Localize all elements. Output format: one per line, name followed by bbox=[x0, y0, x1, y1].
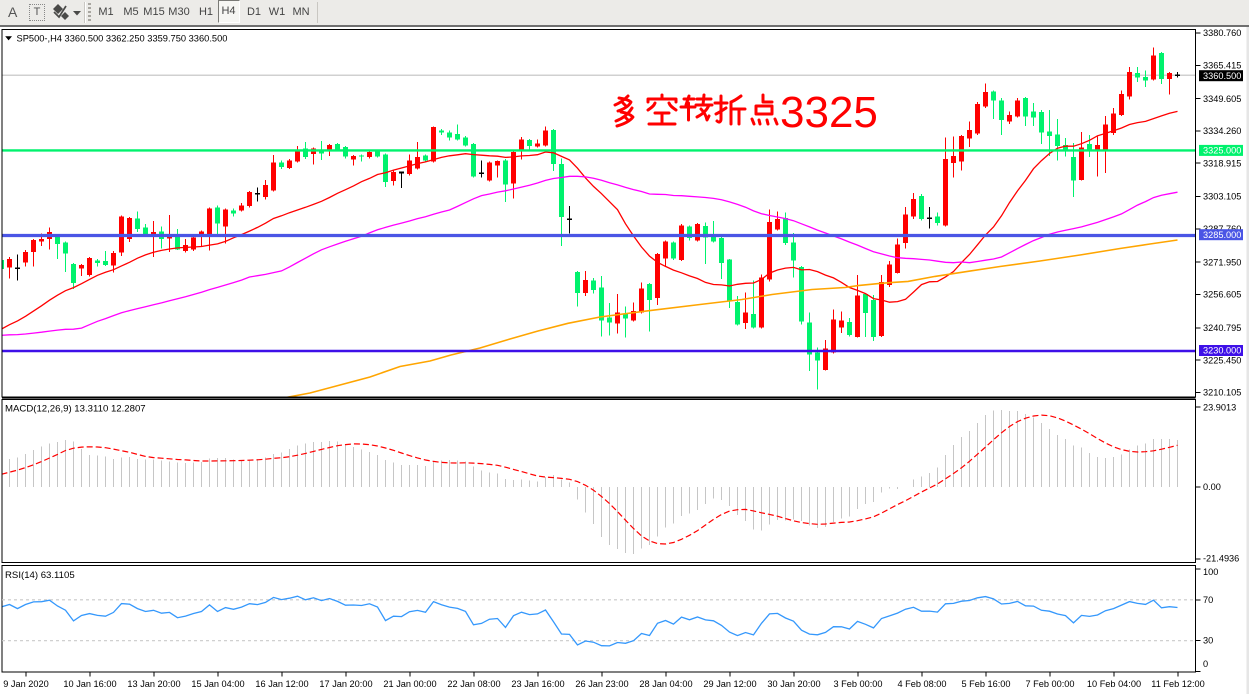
svg-text:3230.000: 3230.000 bbox=[1203, 346, 1241, 356]
svg-text:10 Jan 16:00: 10 Jan 16:00 bbox=[63, 679, 116, 689]
svg-text:5 Feb 16:00: 5 Feb 16:00 bbox=[961, 679, 1010, 689]
svg-text:3334.260: 3334.260 bbox=[1203, 126, 1241, 136]
svg-text:22 Jan 08:00: 22 Jan 08:00 bbox=[447, 679, 500, 689]
svg-text:7 Feb 00:00: 7 Feb 00:00 bbox=[1025, 679, 1074, 689]
svg-text:17 Jan 20:00: 17 Jan 20:00 bbox=[319, 679, 372, 689]
svg-text:70: 70 bbox=[1203, 595, 1213, 605]
svg-text:21 Jan 00:00: 21 Jan 00:00 bbox=[383, 679, 436, 689]
svg-text:11 Feb 12:00: 11 Feb 12:00 bbox=[1151, 679, 1204, 689]
svg-text:100: 100 bbox=[1203, 567, 1218, 577]
svg-text:3240.795: 3240.795 bbox=[1203, 323, 1241, 333]
svg-text:3325: 3325 bbox=[780, 88, 878, 137]
svg-text:10 Feb 04:00: 10 Feb 04:00 bbox=[1087, 679, 1141, 689]
svg-text:3256.605: 3256.605 bbox=[1203, 290, 1241, 300]
svg-text:9 Jan 2020: 9 Jan 2020 bbox=[3, 679, 48, 689]
svg-text:3285.000: 3285.000 bbox=[1203, 230, 1241, 240]
svg-text:23.9013: 23.9013 bbox=[1203, 403, 1236, 413]
svg-text:3318.915: 3318.915 bbox=[1203, 158, 1241, 168]
svg-text:13 Jan 20:00: 13 Jan 20:00 bbox=[127, 679, 180, 689]
svg-text:MACD(12,26,9) 13.3110 12.2807: MACD(12,26,9) 13.3110 12.2807 bbox=[5, 404, 146, 415]
svg-text:0.00: 0.00 bbox=[1203, 482, 1221, 492]
svg-text:3303.105: 3303.105 bbox=[1203, 192, 1241, 202]
svg-text:RSI(14) 63.1105: RSI(14) 63.1105 bbox=[5, 570, 75, 581]
svg-text:3287.760: 3287.760 bbox=[1203, 224, 1241, 234]
svg-text:30 Jan 20:00: 30 Jan 20:00 bbox=[767, 679, 820, 689]
svg-text:-21.4936: -21.4936 bbox=[1203, 554, 1239, 564]
svg-text:15 Jan 04:00: 15 Jan 04:00 bbox=[191, 679, 244, 689]
svg-text:3210.105: 3210.105 bbox=[1203, 388, 1241, 398]
svg-text:4 Feb 08:00: 4 Feb 08:00 bbox=[897, 679, 946, 689]
svg-text:23 Jan 16:00: 23 Jan 16:00 bbox=[511, 679, 564, 689]
svg-text:3360.500: 3360.500 bbox=[1203, 71, 1241, 81]
svg-text:3349.605: 3349.605 bbox=[1203, 94, 1241, 104]
svg-text:3325.000: 3325.000 bbox=[1203, 146, 1241, 156]
svg-text:3271.950: 3271.950 bbox=[1203, 257, 1241, 267]
svg-text:3225.450: 3225.450 bbox=[1203, 355, 1241, 365]
svg-text:SP500-,H4 3360.500 3362.250 3: SP500-,H4 3360.500 3362.250 3359.750 336… bbox=[17, 34, 228, 44]
svg-text:29 Jan 12:00: 29 Jan 12:00 bbox=[703, 679, 756, 689]
svg-text:3380.760: 3380.760 bbox=[1203, 28, 1241, 38]
svg-text:26 Jan 23:00: 26 Jan 23:00 bbox=[575, 679, 628, 689]
svg-text:16 Jan 12:00: 16 Jan 12:00 bbox=[255, 679, 308, 689]
svg-text:3365.415: 3365.415 bbox=[1203, 61, 1241, 71]
svg-text:0: 0 bbox=[1203, 659, 1208, 669]
svg-text:3 Feb 00:00: 3 Feb 00:00 bbox=[833, 679, 882, 689]
svg-text:28 Jan 04:00: 28 Jan 04:00 bbox=[639, 679, 692, 689]
svg-text:30: 30 bbox=[1203, 636, 1213, 646]
